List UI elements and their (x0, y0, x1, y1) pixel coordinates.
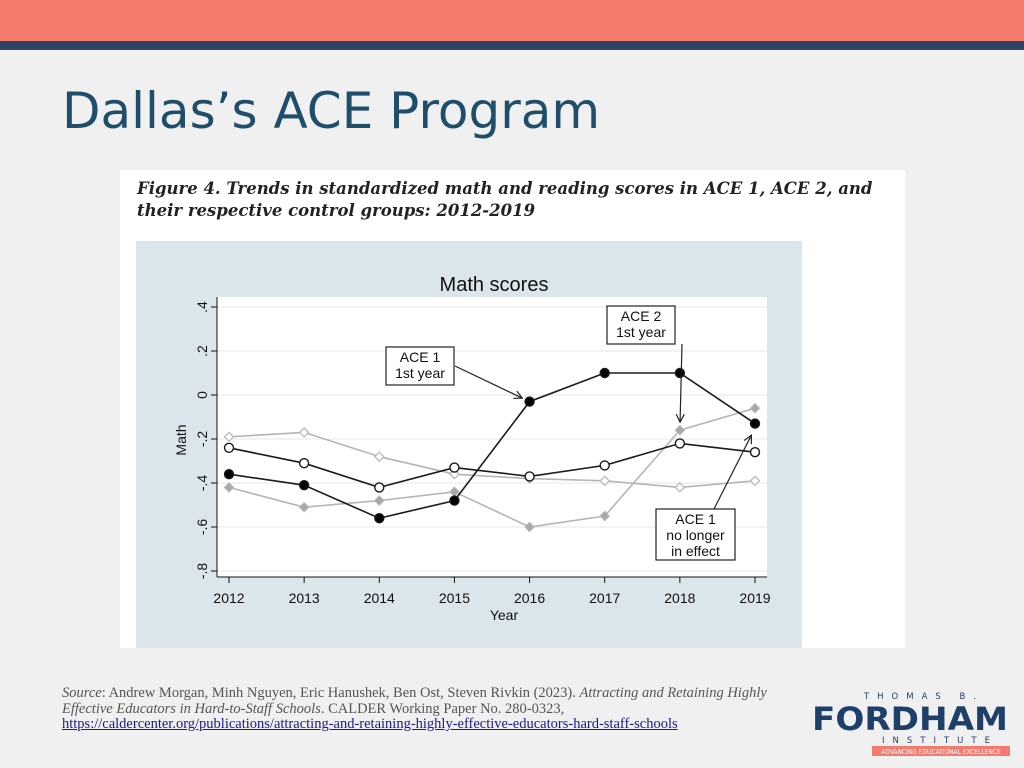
data-point (674, 482, 686, 493)
data-point (373, 451, 385, 462)
data-point (374, 482, 385, 493)
logo-sub-text: INSTITUTE (882, 736, 998, 746)
annotation-text: no longer (666, 527, 725, 543)
annotation-text: 1st year (616, 324, 666, 340)
data-point (298, 457, 310, 469)
annotation-text: ACE 1 (675, 511, 716, 527)
x-tick-label: 2013 (289, 590, 320, 606)
data-point (749, 418, 761, 429)
y-tick-label: -.8 (194, 563, 210, 580)
annotation-arrow (680, 343, 682, 422)
data-point (749, 446, 761, 458)
y-axis-label: Math (173, 424, 189, 455)
data-point (524, 396, 535, 407)
data-point (524, 521, 535, 533)
figure-caption: Figure 4. Trends in standardized math an… (137, 179, 873, 220)
math-scores-chart: Math scores .4 .2 0 -.2 -.4 -.6 -.8 2012 2013 2014… (136, 241, 802, 648)
data-point (223, 431, 235, 443)
data-point (449, 462, 460, 473)
data-point (374, 513, 385, 524)
data-point (674, 438, 686, 449)
y-tick-label: -.2 (194, 431, 210, 448)
data-point (749, 402, 761, 414)
series-line (228, 431, 756, 489)
data-point (373, 495, 385, 506)
y-tick-label: -.6 (194, 519, 210, 536)
x-tick-label: 2017 (589, 590, 620, 606)
x-tick-label: 2012 (213, 590, 244, 606)
fordham-logo: THOMAS B. FORDHAM INSTITUTE ADVANCING ED… (812, 692, 1010, 756)
data-point (298, 479, 310, 491)
y-tick-label: -.4 (194, 475, 210, 492)
chart-title: Math scores (440, 274, 549, 296)
logo-top-text: THOMAS B. (863, 692, 984, 702)
data-point (599, 367, 610, 379)
x-tick-label: 2014 (364, 590, 395, 606)
annotation-box (655, 508, 736, 561)
annotation-arrow (454, 365, 522, 398)
annotation-text: ACE 1 (400, 349, 441, 365)
source-title: Attracting and Retaining Highly Effectiv… (62, 685, 767, 717)
data-point (599, 510, 611, 522)
annotation-box (385, 346, 455, 386)
logo-tagline-text: ADVANCING EDUCATIONAL EXCELLENCE (881, 748, 1001, 756)
data-point (298, 427, 310, 438)
logo-tagline-band (872, 746, 1010, 756)
logo-main-text: FORDHAM (812, 700, 1008, 738)
data-point (223, 482, 235, 493)
data-point (298, 501, 310, 513)
source-label: Source (62, 685, 102, 701)
data-point (749, 475, 761, 487)
source-authors: : Andrew Morgan, Minh Nguyen, Eric Hanus… (101, 685, 580, 701)
source-link[interactable]: https://caldercenter.org/publications/at… (62, 716, 678, 732)
annotation-box (606, 305, 676, 345)
top-accent-bar (0, 0, 1024, 41)
x-tick-label: 2018 (664, 590, 695, 606)
x-axis-label: Year (490, 607, 519, 623)
data-point (674, 424, 686, 436)
series-line (228, 442, 756, 489)
y-tick-label: .4 (194, 301, 210, 313)
source-publisher: . CALDER Working Paper No. 280-0323, (320, 700, 565, 717)
source-citation: Source: Andrew Morgan, Minh Nguyen, Eric… (62, 685, 792, 733)
data-point (674, 367, 686, 379)
y-tick-label: 0 (194, 391, 210, 399)
data-point (599, 460, 610, 471)
data-point (524, 471, 535, 482)
annotation-text: in effect (671, 543, 720, 559)
y-tick-label: .2 (194, 345, 210, 357)
series-line (228, 372, 756, 520)
slide-title: Dallas’s ACE Program (62, 82, 601, 140)
x-tick-label: 2019 (739, 590, 770, 606)
annotation-arrow (713, 435, 751, 510)
data-point (599, 475, 611, 487)
annotation-text: ACE 2 (621, 308, 662, 324)
top-navy-stripe (0, 41, 1024, 50)
x-tick-label: 2015 (439, 590, 470, 606)
series-line (228, 407, 756, 528)
data-point (223, 468, 235, 480)
data-point (449, 495, 460, 506)
data-point (223, 442, 235, 454)
annotation-text: 1st year (395, 365, 445, 381)
x-tick-label: 2016 (514, 590, 545, 606)
